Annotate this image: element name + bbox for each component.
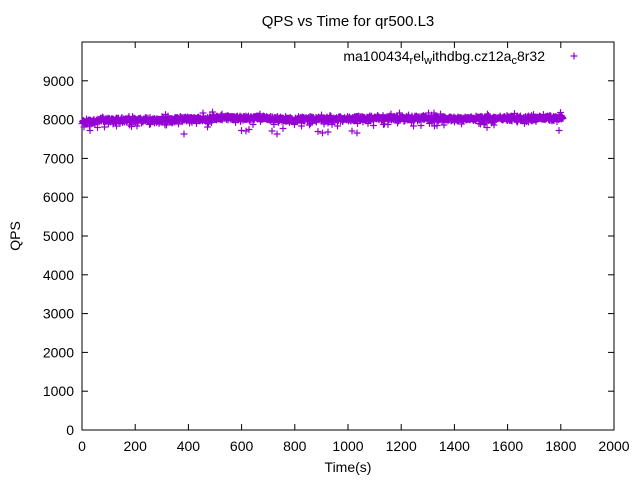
legend-plus-marker-icon: [570, 52, 578, 60]
x-axis-ticks: 0 200 400 600 800 1000 1200 1400 1600 1800 2000: [78, 42, 630, 454]
x-tick-label: 0: [78, 438, 86, 454]
legend-label-subscript: w: [423, 55, 432, 67]
legend: ma100434relwithdbg.cz12ac8r32: [343, 48, 578, 67]
y-tick-label: 2000: [43, 344, 74, 360]
x-tick-label: 1800: [545, 438, 576, 454]
legend-label-segment: ma100434: [343, 48, 409, 64]
x-tick-label: 400: [177, 438, 201, 454]
y-tick-label: 1000: [43, 383, 74, 399]
x-tick-label: 1000: [332, 438, 363, 454]
y-tick-label: 9000: [43, 73, 74, 89]
legend-label-subscript: c: [511, 55, 517, 67]
y-axis-ticks: 0 1000 2000 3000 4000 5000 6000 7000 8000 9000: [43, 73, 614, 438]
x-tick-label: 600: [230, 438, 254, 454]
x-tick-label: 1600: [492, 438, 523, 454]
y-tick-label: 6000: [43, 189, 74, 205]
x-tick-label: 200: [124, 438, 148, 454]
y-axis-label: QPS: [7, 221, 23, 251]
legend-label-segment: el: [413, 48, 424, 64]
data-points-scatter: [78, 108, 567, 138]
y-tick-label: 4000: [43, 267, 74, 283]
legend-label-segment: ithdbg.cz12a: [432, 48, 512, 64]
x-tick-label: 1400: [439, 438, 470, 454]
x-axis-label: Time(s): [325, 459, 372, 475]
legend-label-subscript: r: [410, 55, 414, 67]
y-tick-label: 8000: [43, 112, 74, 128]
y-tick-label: 3000: [43, 306, 74, 322]
y-tick-label: 5000: [43, 228, 74, 244]
x-tick-label: 1200: [386, 438, 417, 454]
plot-border: [81, 41, 615, 431]
y-tick-label: 0: [66, 422, 74, 438]
legend-series-label: ma100434relwithdbg.cz12ac8r32: [343, 48, 545, 67]
legend-label-segment: 8r32: [517, 48, 545, 64]
y-tick-label: 7000: [43, 150, 74, 166]
chart-title: QPS vs Time for qr500.L3: [262, 13, 435, 30]
x-tick-label: 800: [283, 438, 307, 454]
x-tick-label: 2000: [598, 438, 629, 454]
